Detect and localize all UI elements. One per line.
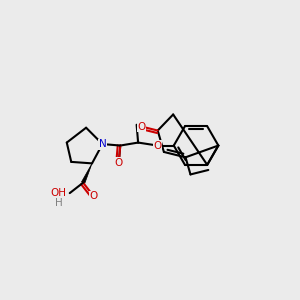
Polygon shape: [82, 164, 92, 183]
Text: O: O: [89, 191, 98, 201]
Text: H: H: [56, 199, 63, 208]
Text: OH: OH: [51, 188, 67, 198]
Text: O: O: [153, 140, 162, 151]
Text: O: O: [115, 158, 123, 168]
Text: O: O: [138, 122, 146, 132]
Text: N: N: [99, 139, 106, 149]
